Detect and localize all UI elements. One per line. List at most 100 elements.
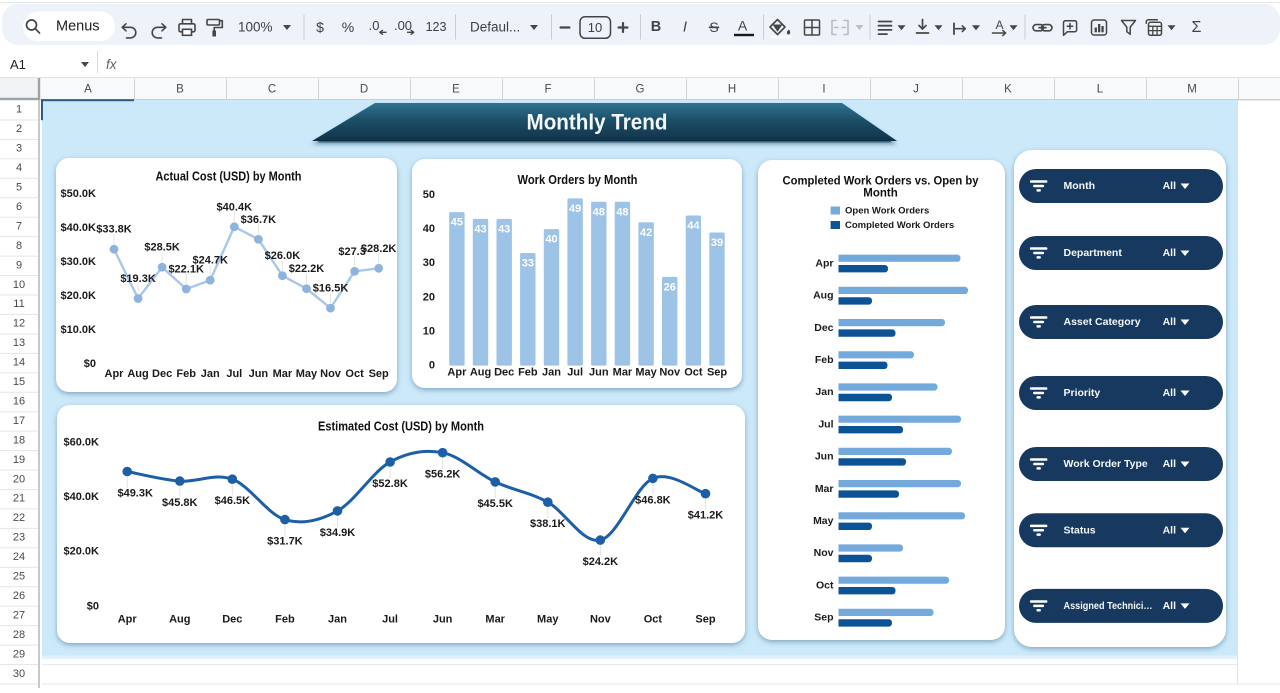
svg-text:26: 26 [664, 281, 676, 293]
svg-text:50: 50 [423, 189, 435, 201]
svg-text:Dec: Dec [222, 614, 242, 626]
svg-text:E: E [452, 84, 460, 96]
svg-text:May: May [813, 515, 834, 527]
svg-text:$20.0K: $20.0K [61, 290, 97, 302]
svg-text:G: G [636, 84, 645, 96]
svg-text:C: C [268, 84, 276, 96]
svg-text:Apr: Apr [815, 257, 833, 269]
svg-text:33: 33 [522, 258, 534, 270]
svg-text:$33.8K: $33.8K [96, 224, 132, 236]
svg-text:Estimated Cost (USD) by Month: Estimated Cost (USD) by Month [318, 418, 484, 433]
svg-text:Department: Department [1064, 247, 1123, 259]
svg-text:B: B [651, 19, 661, 35]
svg-text:May: May [537, 614, 559, 626]
svg-text:$22.1K: $22.1K [168, 264, 204, 276]
svg-text:Menus: Menus [56, 19, 100, 35]
svg-text:.00: .00 [394, 18, 412, 33]
svg-text:Nov: Nov [659, 366, 681, 378]
svg-text:I: I [822, 84, 825, 96]
svg-text:M: M [1187, 84, 1197, 96]
svg-text:$40.0K: $40.0K [64, 491, 100, 503]
svg-text:Nov: Nov [320, 368, 342, 380]
svg-text:$16.5K: $16.5K [313, 283, 349, 295]
svg-text:$56.2K: $56.2K [425, 469, 461, 481]
svg-text:18: 18 [13, 434, 25, 446]
svg-text:All: All [1163, 387, 1177, 399]
svg-text:Priority: Priority [1064, 387, 1101, 399]
svg-text:Assigned Technici…: Assigned Technici… [1064, 600, 1153, 612]
svg-text:20: 20 [13, 473, 25, 485]
svg-text:40: 40 [423, 223, 435, 235]
svg-text:L: L [1097, 84, 1104, 96]
svg-text:29: 29 [13, 648, 25, 660]
svg-text:10: 10 [13, 279, 25, 291]
svg-text:All: All [1163, 180, 1177, 192]
svg-text:43: 43 [474, 223, 486, 235]
svg-text:$46.8K: $46.8K [635, 494, 671, 506]
svg-text:A: A [738, 18, 748, 34]
svg-text:$19.3K: $19.3K [120, 273, 156, 285]
svg-text:$41.2K: $41.2K [688, 510, 724, 522]
svg-text:K: K [1004, 84, 1012, 96]
svg-text:20: 20 [423, 291, 435, 303]
svg-text:Apr: Apr [105, 368, 125, 380]
svg-text:All: All [1163, 316, 1177, 328]
svg-text:40: 40 [545, 234, 557, 246]
svg-text:A1: A1 [10, 57, 26, 72]
svg-text:Apr: Apr [447, 366, 467, 378]
svg-text:$: $ [316, 19, 324, 35]
svg-text:21: 21 [13, 493, 25, 505]
svg-text:Month: Month [1064, 180, 1096, 192]
svg-text:$22.2K: $22.2K [289, 263, 325, 275]
svg-text:Jul: Jul [382, 614, 398, 626]
svg-text:25: 25 [13, 571, 25, 583]
svg-text:Oct: Oct [345, 368, 364, 380]
svg-text:All: All [1163, 458, 1177, 470]
svg-text:Jun: Jun [433, 614, 453, 626]
svg-text:48: 48 [593, 206, 605, 218]
svg-text:Actual Cost (USD) by Month: Actual Cost (USD) by Month [156, 169, 302, 184]
svg-text:Jun: Jun [815, 451, 834, 463]
svg-text:All: All [1163, 524, 1177, 536]
svg-text:Aug: Aug [813, 290, 833, 302]
svg-text:Sep: Sep [707, 366, 727, 378]
svg-text:4: 4 [16, 162, 22, 174]
svg-text:Sep: Sep [814, 612, 833, 624]
svg-text:Oct: Oct [684, 366, 703, 378]
svg-text:%: % [342, 19, 354, 35]
svg-text:$28.2K: $28.2K [361, 243, 397, 255]
svg-text:48: 48 [616, 206, 628, 218]
svg-text:$40.0K: $40.0K [61, 222, 97, 234]
svg-text:Work Orders by Month: Work Orders by Month [518, 172, 638, 187]
svg-text:$0: $0 [87, 600, 99, 612]
svg-text:Mar: Mar [485, 614, 505, 626]
svg-text:$50.0K: $50.0K [61, 188, 97, 200]
svg-text:123: 123 [426, 20, 447, 34]
svg-text:Aug: Aug [169, 614, 190, 626]
svg-text:Completed Work Orders vs. Open: Completed Work Orders vs. Open by [783, 176, 980, 188]
svg-text:30: 30 [13, 668, 25, 680]
svg-text:$20.0K: $20.0K [64, 546, 100, 558]
svg-text:May: May [296, 368, 318, 380]
svg-text:44: 44 [687, 220, 700, 232]
svg-text:24: 24 [13, 551, 25, 563]
svg-text:Jan: Jan [328, 614, 347, 626]
svg-text:Aug: Aug [127, 368, 148, 380]
svg-text:$26.0K: $26.0K [265, 250, 301, 262]
svg-text:Feb: Feb [176, 368, 196, 380]
svg-text:Dec: Dec [494, 366, 514, 378]
svg-text:100%: 100% [238, 20, 273, 35]
svg-text:$24.2K: $24.2K [583, 556, 619, 568]
svg-text:43: 43 [498, 223, 510, 235]
svg-text:19: 19 [13, 454, 25, 466]
svg-text:Sep: Sep [369, 368, 389, 380]
svg-text:Dec: Dec [152, 368, 172, 380]
svg-text:26: 26 [13, 590, 25, 602]
svg-text:22: 22 [13, 512, 25, 524]
svg-text:Completed Work Orders: Completed Work Orders [845, 220, 954, 231]
svg-text:13: 13 [13, 337, 25, 349]
svg-text:$45.8K: $45.8K [162, 497, 198, 509]
svg-text:$31.7K: $31.7K [267, 536, 303, 548]
svg-text:$38.1K: $38.1K [530, 518, 566, 530]
svg-text:A: A [84, 84, 92, 96]
